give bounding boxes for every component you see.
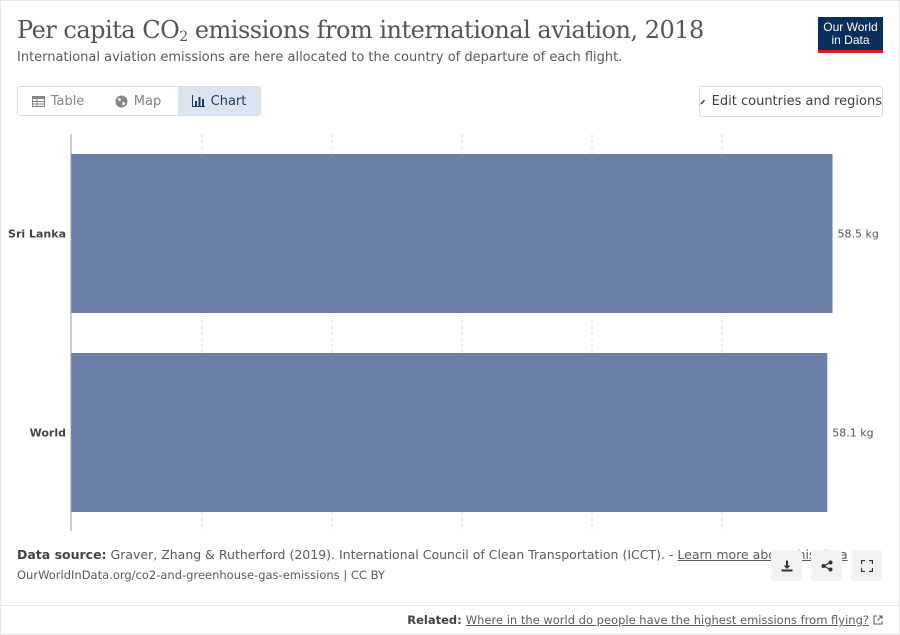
bar-chart: Sri Lanka 58.5 kg World 58.1 kg xyxy=(8,134,879,531)
learn-more-link[interactable]: Learn more about this data xyxy=(677,547,848,562)
tab-chart-label: Chart xyxy=(210,93,247,109)
page-subtitle: International aviation emissions are her… xyxy=(17,50,623,65)
source-text: Graver, Zhang & Rutherford (2019). Inter… xyxy=(106,547,678,562)
download-button[interactable] xyxy=(771,550,802,581)
tab-table-label: Table xyxy=(50,93,85,109)
data-source: Data source: Graver, Zhang & Rutherford … xyxy=(17,547,848,562)
tab-table[interactable]: Table xyxy=(18,87,98,115)
related-link-row: Related: Where in the world do people ha… xyxy=(407,613,883,627)
external-link-icon xyxy=(873,615,883,625)
pencil-icon xyxy=(700,99,706,104)
related-label: Related: xyxy=(407,613,462,627)
share-icon xyxy=(821,560,832,571)
logo-line-1: Our World xyxy=(823,19,878,34)
bar-sri-lanka xyxy=(71,154,833,313)
category-label: World xyxy=(30,427,66,440)
source-label: Data source: xyxy=(17,547,107,562)
value-label: 58.1 kg xyxy=(832,427,873,440)
tab-chart[interactable]: Chart xyxy=(178,87,260,115)
edit-countries-label: Edit countries and regions xyxy=(711,94,882,109)
globe-icon xyxy=(115,95,128,107)
value-label: 58.5 kg xyxy=(838,228,879,241)
logo-line-2: in Data xyxy=(831,32,870,47)
footer-divider xyxy=(1,605,899,606)
owid-logo[interactable]: Our World in Data xyxy=(818,17,883,53)
source-url[interactable]: OurWorldInData.org/co2-and-greenhouse-ga… xyxy=(17,568,385,582)
chart-icon xyxy=(191,95,205,107)
edit-countries-button[interactable]: Edit countries and regions xyxy=(699,86,883,117)
category-label: Sri Lanka xyxy=(8,228,66,241)
page-title: Per capita CO2 emissions from internatio… xyxy=(17,16,704,45)
tab-map[interactable]: Map xyxy=(98,87,178,115)
table-icon xyxy=(31,95,45,107)
related-article-link[interactable]: Where in the world do people have the hi… xyxy=(465,613,869,627)
view-tabs: Table Map Chart xyxy=(17,86,261,116)
bar-world xyxy=(71,353,828,512)
download-icon xyxy=(781,560,792,571)
expand-icon xyxy=(860,559,873,572)
share-button[interactable] xyxy=(811,550,842,581)
fullscreen-button[interactable] xyxy=(851,550,882,581)
tab-map-label: Map xyxy=(133,93,162,109)
